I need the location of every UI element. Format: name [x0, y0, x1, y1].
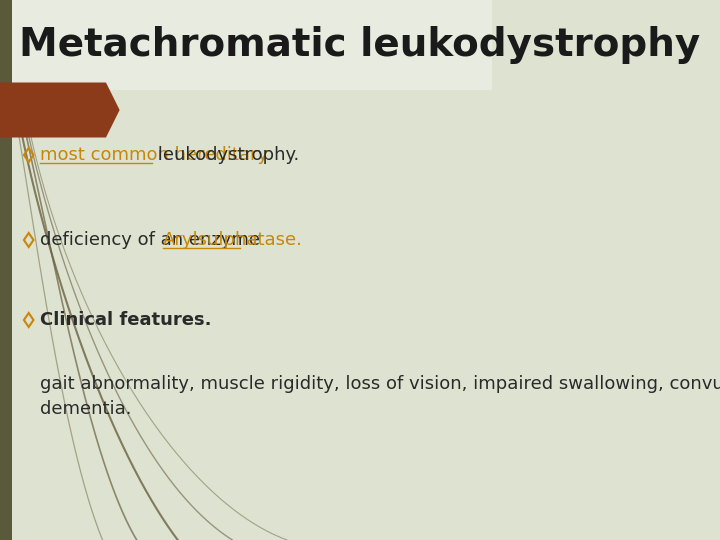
Text: Metachromatic leukodystrophy: Metachromatic leukodystrophy: [19, 26, 701, 64]
Polygon shape: [0, 83, 120, 138]
FancyBboxPatch shape: [0, 0, 12, 540]
Text: most common hereditary: most common hereditary: [40, 146, 268, 164]
Text: deficiency of an enzyme: deficiency of an enzyme: [40, 231, 266, 249]
Text: leukodystrophy.: leukodystrophy.: [153, 146, 300, 164]
Text: Arylsulphatase.: Arylsulphatase.: [163, 231, 302, 249]
FancyBboxPatch shape: [12, 0, 492, 90]
Text: gait abnormality, muscle rigidity, loss of vision, impaired swallowing, convulsi: gait abnormality, muscle rigidity, loss …: [40, 375, 720, 418]
Text: Clinical features.: Clinical features.: [40, 311, 211, 329]
